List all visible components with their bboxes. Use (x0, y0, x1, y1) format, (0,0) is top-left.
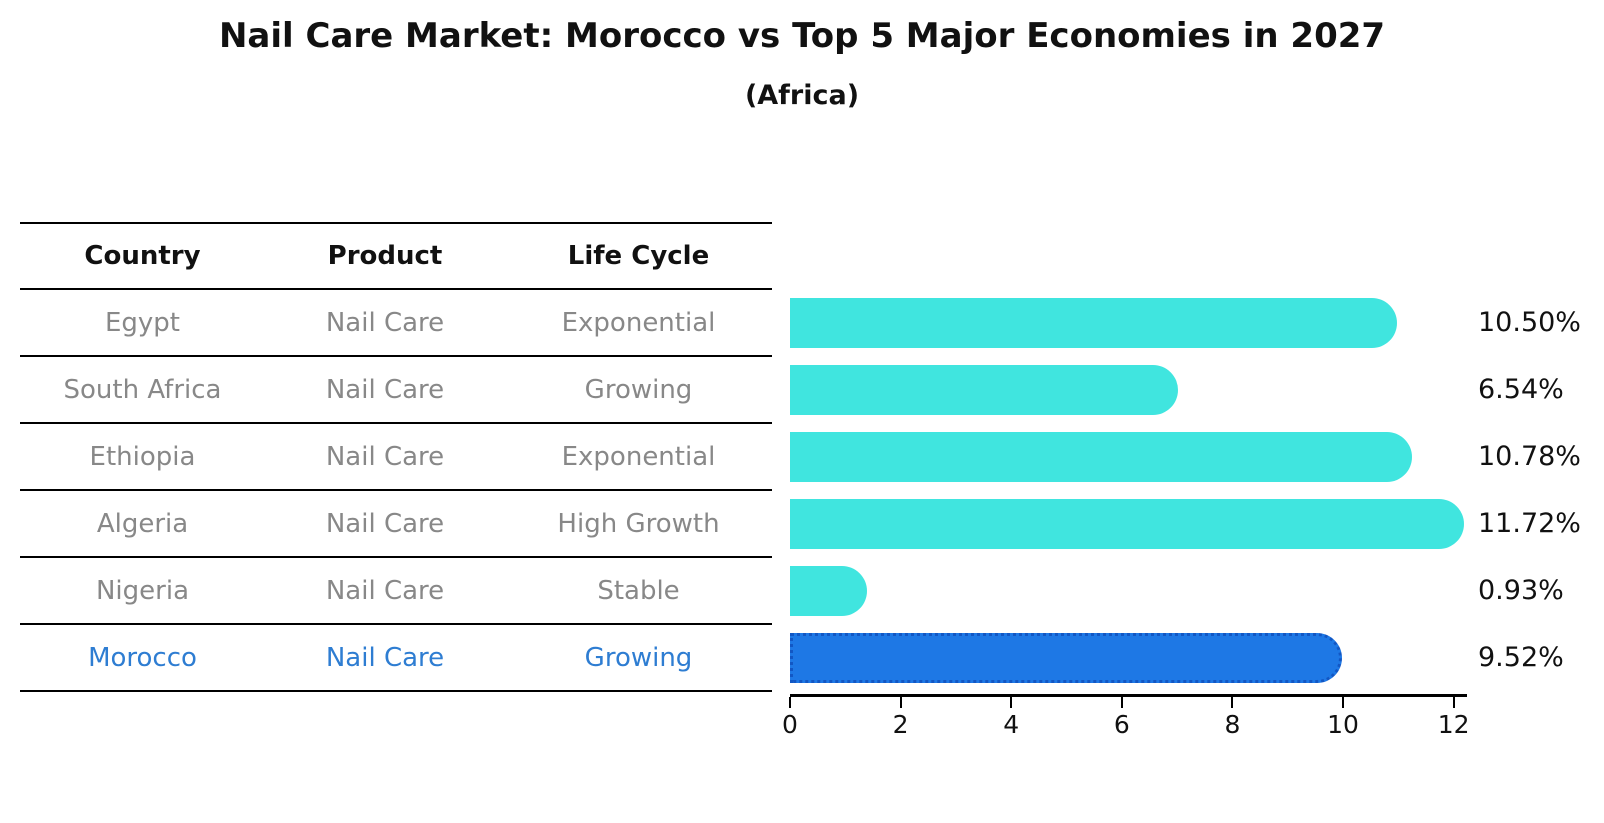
cell-product: Nail Care (325, 575, 445, 606)
bar-algeria (790, 499, 1464, 549)
bar-value-label: 9.52% (1478, 642, 1564, 673)
x-axis-tick-label: 8 (1224, 710, 1241, 739)
x-axis-tick-label: 2 (892, 710, 909, 739)
cell-country: South Africa (63, 374, 222, 405)
column-header-country: Country (84, 241, 201, 271)
x-axis-tick (1342, 697, 1344, 708)
x-axis-tick (1120, 697, 1123, 708)
table-row-south-africa: South Africa Nail Care Growing (20, 357, 772, 424)
cell-product: Nail Care (325, 508, 445, 539)
cell-life-cycle: High Growth (557, 508, 720, 539)
cell-product: Nail Care (325, 441, 445, 472)
column-header-product: Product (327, 241, 443, 271)
data-table: Country Product Life Cycle Egypt Nail Car… (20, 222, 772, 692)
x-axis-tick (1231, 697, 1234, 708)
table-header-row: Country Product Life Cycle (20, 222, 772, 290)
cell-country: Nigeria (95, 575, 190, 606)
cell-product: Nail Care (325, 642, 445, 673)
chart-title: Nail Care Market: Morocco vs Top 5 Major… (218, 16, 1386, 56)
cell-country: Morocco (88, 642, 197, 673)
bar-nigeria (790, 566, 867, 616)
bar-morocco-highlight (790, 633, 1342, 683)
cell-life-cycle: Exponential (561, 307, 716, 338)
bar-ethiopia (790, 432, 1412, 482)
x-axis-tick-label: 4 (1003, 710, 1020, 739)
cell-country: Egypt (104, 307, 181, 338)
table-row-algeria: Algeria Nail Care High Growth (20, 491, 772, 558)
table-row-nigeria: Nigeria Nail Care Stable (20, 558, 772, 625)
table-row-egypt: Egypt Nail Care Exponential (20, 290, 772, 357)
x-axis-tick (1452, 697, 1455, 708)
bar-egypt (790, 298, 1397, 348)
bar-value-label: 6.54% (1478, 374, 1564, 405)
cell-life-cycle: Stable (597, 575, 680, 606)
x-axis-tick-label: 10 (1327, 710, 1359, 739)
cell-product: Nail Care (325, 374, 445, 405)
chart-subtitle: (Africa) (744, 80, 860, 111)
bar-south-africa (790, 365, 1178, 415)
x-axis-tick-label: 12 (1437, 710, 1470, 739)
bar-value-label: 11.72% (1478, 508, 1581, 539)
x-axis-line (790, 694, 1467, 697)
table-row-ethiopia: Ethiopia Nail Care Exponential (20, 424, 772, 491)
x-axis-tick-label: 6 (1113, 710, 1130, 739)
x-axis-tick (899, 697, 902, 708)
bar-value-label: 10.50% (1478, 307, 1581, 338)
table-body: Egypt Nail Care Exponential South Africa Nai… (20, 290, 772, 692)
cell-life-cycle: Growing (584, 642, 693, 673)
x-axis-tick-label: 0 (782, 710, 798, 739)
x-axis-tick (789, 697, 791, 708)
cell-life-cycle: Exponential (561, 441, 716, 472)
bar-value-label: 0.93% (1478, 575, 1564, 606)
cell-country: Ethiopia (89, 441, 196, 472)
column-header-life-cycle: Life Cycle (567, 241, 710, 271)
bar-value-label: 10.78% (1478, 441, 1581, 472)
cell-country: Algeria (96, 508, 189, 539)
table-row-morocco: Morocco Nail Care Growing (20, 625, 772, 692)
cell-life-cycle: Growing (584, 374, 693, 405)
cell-product: Nail Care (325, 307, 445, 338)
x-axis-tick (1010, 697, 1013, 708)
